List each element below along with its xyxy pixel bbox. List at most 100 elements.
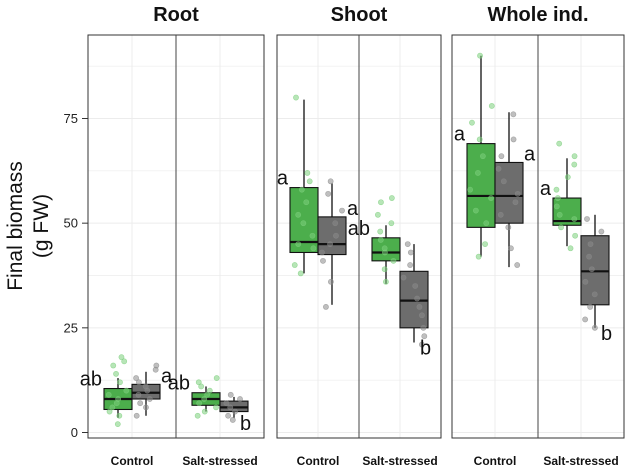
data-point bbox=[514, 190, 521, 197]
data-point bbox=[213, 404, 219, 411]
data-point bbox=[500, 178, 507, 185]
data-point bbox=[109, 404, 116, 411]
data-point bbox=[291, 262, 298, 268]
data-point bbox=[554, 195, 561, 201]
data-point bbox=[553, 203, 560, 210]
data-point bbox=[195, 379, 202, 386]
data-point bbox=[421, 333, 428, 340]
x-tick-label: Salt-stressed bbox=[182, 454, 257, 468]
data-point bbox=[419, 312, 425, 319]
data-layer bbox=[103, 52, 610, 428]
data-point bbox=[309, 232, 316, 239]
box-iqr bbox=[317, 216, 347, 256]
data-point bbox=[553, 186, 560, 193]
y-tick-label: 25 bbox=[64, 320, 78, 335]
data-point bbox=[198, 383, 205, 390]
data-point bbox=[227, 404, 234, 411]
data-point bbox=[339, 207, 345, 214]
data-point bbox=[591, 291, 598, 298]
data-point bbox=[116, 412, 123, 419]
data-point bbox=[497, 211, 504, 218]
x-tick-label: Salt-stressed bbox=[362, 454, 437, 468]
significance-letter: b bbox=[601, 323, 612, 345]
data-point bbox=[564, 174, 571, 181]
data-point bbox=[304, 170, 311, 176]
significance-letter: ab bbox=[348, 218, 370, 240]
data-point bbox=[121, 358, 128, 365]
data-point bbox=[383, 278, 389, 285]
data-point bbox=[400, 274, 407, 281]
x-tick-label: Control bbox=[474, 454, 517, 468]
data-point bbox=[378, 199, 384, 206]
data-point bbox=[113, 370, 119, 377]
data-point bbox=[571, 153, 578, 160]
data-point bbox=[591, 324, 598, 331]
data-point bbox=[407, 249, 414, 256]
data-point bbox=[567, 245, 574, 252]
data-point bbox=[514, 262, 521, 268]
y-tick-label: 0 bbox=[71, 425, 78, 440]
data-point bbox=[418, 341, 425, 348]
data-point bbox=[110, 362, 117, 369]
data-point bbox=[204, 391, 211, 398]
data-point bbox=[572, 232, 579, 239]
data-point bbox=[588, 266, 595, 273]
significance-letter: b bbox=[240, 413, 251, 435]
data-point bbox=[469, 119, 475, 126]
data-point bbox=[332, 220, 339, 227]
facet-panels bbox=[82, 34, 625, 439]
data-point bbox=[388, 220, 395, 227]
data-point bbox=[201, 408, 208, 415]
data-point bbox=[582, 316, 589, 323]
data-point bbox=[558, 224, 564, 231]
data-point bbox=[571, 216, 578, 222]
data-point bbox=[482, 241, 488, 247]
data-point bbox=[223, 400, 230, 407]
data-point bbox=[407, 262, 414, 268]
data-point bbox=[420, 324, 427, 331]
data-point bbox=[412, 283, 419, 289]
data-point bbox=[388, 195, 395, 201]
data-point bbox=[488, 195, 494, 201]
significance-letter: a bbox=[161, 365, 173, 387]
significance-letter: b bbox=[420, 337, 431, 359]
data-point bbox=[587, 241, 594, 247]
data-point bbox=[556, 140, 563, 147]
data-point bbox=[598, 228, 605, 235]
data-point bbox=[293, 94, 299, 101]
data-point bbox=[123, 387, 130, 394]
data-point bbox=[498, 153, 505, 160]
data-point bbox=[510, 136, 517, 143]
data-point bbox=[295, 211, 302, 218]
data-point bbox=[194, 412, 201, 419]
data-point bbox=[225, 412, 232, 419]
data-point bbox=[237, 396, 243, 402]
data-point bbox=[303, 199, 310, 206]
data-point bbox=[201, 396, 208, 402]
data-point bbox=[232, 408, 238, 415]
data-point bbox=[137, 400, 144, 407]
data-point bbox=[319, 249, 325, 256]
data-point bbox=[488, 103, 495, 109]
data-point bbox=[479, 153, 486, 160]
data-point bbox=[196, 400, 203, 407]
data-point bbox=[114, 421, 121, 428]
significance-letter: a bbox=[540, 178, 552, 200]
data-point bbox=[556, 211, 563, 218]
data-point bbox=[117, 379, 123, 386]
data-point bbox=[142, 383, 149, 390]
data-point bbox=[571, 161, 578, 168]
facet-title: Root bbox=[153, 4, 199, 26]
data-point bbox=[105, 391, 112, 398]
data-point bbox=[328, 278, 334, 285]
data-point bbox=[475, 170, 481, 176]
data-point bbox=[414, 295, 420, 302]
significance-letter: a bbox=[347, 198, 359, 220]
data-point bbox=[508, 245, 514, 252]
data-point bbox=[381, 245, 388, 252]
data-point bbox=[483, 220, 490, 227]
data-point bbox=[206, 387, 213, 394]
data-point bbox=[306, 178, 313, 185]
data-point bbox=[310, 245, 317, 252]
